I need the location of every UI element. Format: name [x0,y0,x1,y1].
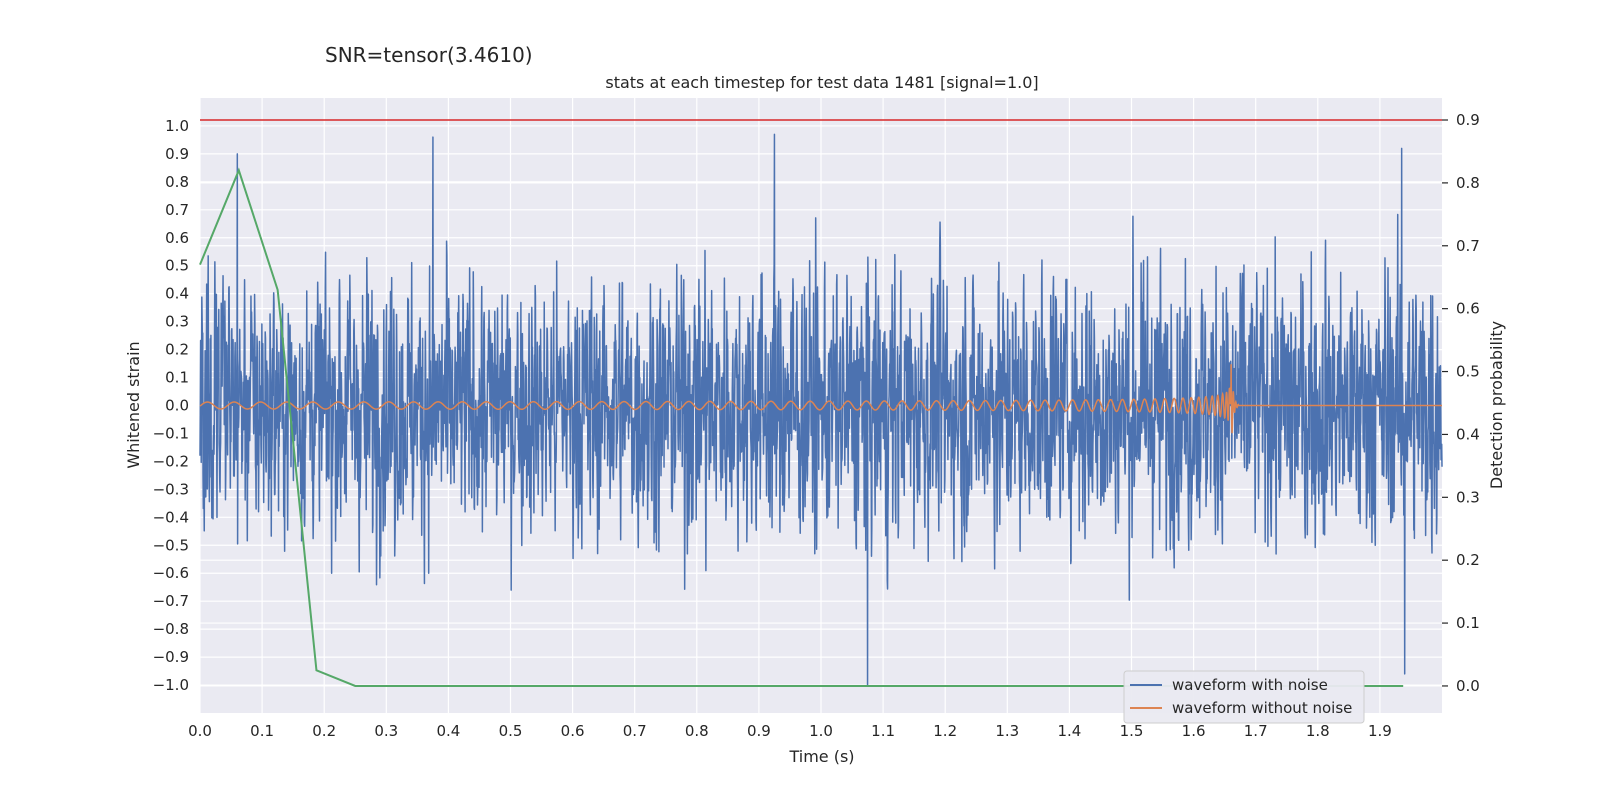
series-waveform-with-noise [199,133,1443,686]
y-tick-label: −0.2 [153,452,189,470]
legend-label-clean: waveform without noise [1172,699,1352,717]
x-tick-label: 0.2 [312,722,336,740]
y-tick-label: 0.8 [165,173,189,191]
y2-tick-label: 0.6 [1456,300,1480,318]
y2-tick-label: 0.2 [1456,551,1480,569]
x-tick-label: 1.8 [1306,722,1330,740]
y-tick-label: 0.2 [165,341,189,359]
y2-tick-label: 0.1 [1456,614,1480,632]
x-tick-label: 0.1 [250,722,274,740]
right-y-ticks: 0.9 0.8 0.7 0.6 0.5 0.4 0.3 0.2 0.1 0.0 [1442,111,1480,695]
y-tick-label: −0.8 [153,620,189,638]
x-tick-label: 1.7 [1244,722,1268,740]
x-tick-label: 1.9 [1368,722,1392,740]
y-tick-label: −0.4 [153,508,189,526]
y-tick-label: 0.1 [165,369,189,387]
x-tick-label: 1.3 [995,722,1019,740]
chart-title: stats at each timestep for test data 148… [605,73,1038,92]
x-tick-label: 0.3 [374,722,398,740]
y2-tick-label: 0.4 [1456,425,1480,443]
x-axis-label: Time (s) [788,747,854,766]
y-tick-label: −0.5 [153,536,189,554]
left-y-ticks: 1.0 0.9 0.8 0.7 0.6 0.5 0.4 0.3 0.2 0.1 0.0 −0.1 −0.… [153,117,189,694]
x-tick-label: 1.5 [1120,722,1144,740]
x-tick-label: 0.0 [188,722,212,740]
y-tick-label: 0.0 [165,397,189,415]
x-tick-label: 1.1 [871,722,895,740]
y-tick-label: −0.6 [153,564,189,582]
x-tick-label: 1.2 [933,722,957,740]
y2-tick-label: 0.9 [1456,111,1480,129]
y-tick-label: 0.4 [165,285,189,303]
y2-tick-label: 0.3 [1456,488,1480,506]
y-tick-label: −0.9 [153,648,189,666]
y2-axis-label: Detection probability [1487,321,1506,489]
y-tick-label: 1.0 [165,117,189,135]
x-tick-label: 0.9 [747,722,771,740]
y-tick-label: −0.7 [153,592,189,610]
x-tick-label: 1.0 [809,722,833,740]
x-tick-label: 0.7 [623,722,647,740]
y-axis-label: Whitened strain [124,341,143,468]
y2-tick-label: 0.7 [1456,237,1480,255]
y2-tick-label: 0.8 [1456,174,1480,192]
x-tick-label: 0.4 [436,722,460,740]
x-tick-label: 1.4 [1057,722,1081,740]
y-tick-label: 0.7 [165,201,189,219]
series-layer [199,119,1443,687]
y-tick-label: 0.5 [165,257,189,275]
legend: waveform with noise waveform without noi… [1123,670,1365,724]
y-tick-label: −1.0 [153,676,189,694]
x-tick-label: 0.6 [561,722,585,740]
x-tick-label: 0.8 [685,722,709,740]
y-tick-label: −0.1 [153,424,189,442]
x-tick-label: 0.5 [499,722,523,740]
y-tick-label: 0.6 [165,229,189,247]
x-ticks: 0.0 0.1 0.2 0.3 0.4 0.5 0.6 0.7 0.8 0.9 1.0 1.1 1.2 1… [188,722,1392,740]
y-tick-label: −0.3 [153,480,189,498]
y-tick-label: 0.9 [165,145,189,163]
suptitle: SNR=tensor(3.4610) [325,43,533,67]
y-tick-label: 0.3 [165,313,189,331]
series-waveform-without-noise [199,364,1442,434]
x-tick-label: 1.6 [1182,722,1206,740]
legend-box [1123,670,1365,724]
y2-tick-label: 0.0 [1456,677,1480,695]
legend-label-noise: waveform with noise [1172,676,1328,694]
y2-tick-label: 0.5 [1456,363,1480,381]
